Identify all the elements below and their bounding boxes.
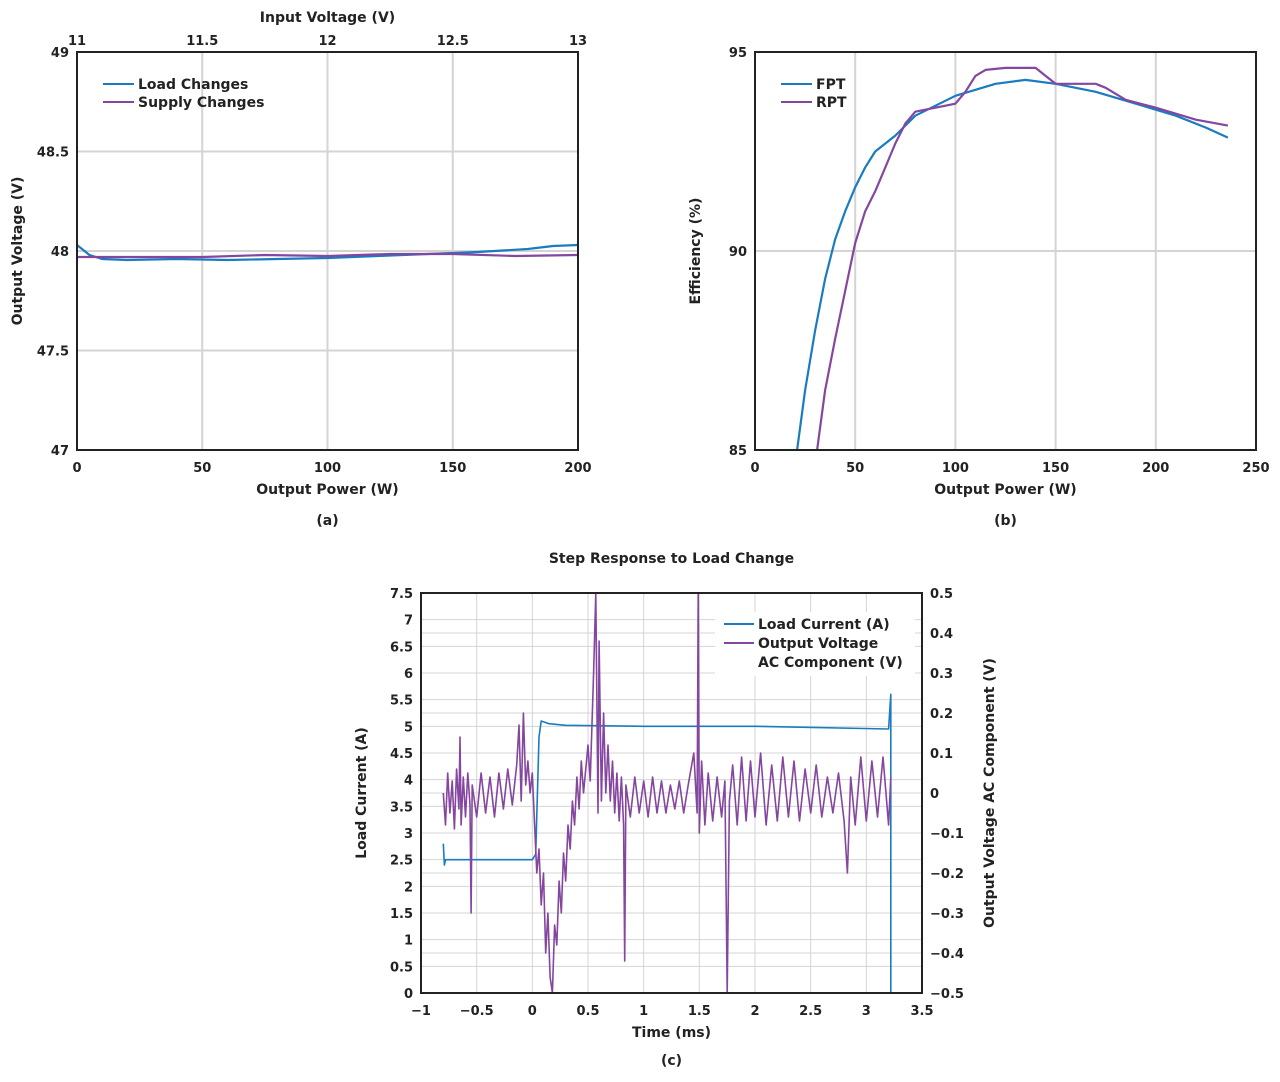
y-tick-label: 4.5 [390,747,413,762]
legend-label: RPT [816,95,847,111]
x2-tick-label: 12.5 [437,34,469,49]
legend: Load Current (A) Output Voltage AC Compone… [715,612,915,676]
x-tick-label: 50 [193,461,211,476]
x-tick-label: 0 [750,461,759,476]
x-tick-label: 200 [564,461,591,476]
x2-tick-label: 12 [318,34,336,49]
y2-tick-label: 0.4 [930,627,953,642]
y-tick-label: 7 [404,614,413,629]
x-axis-label: Output Power (W) [934,482,1076,498]
x-tick-label: 100 [942,461,969,476]
y-axis-label: Efficiency (%) [688,198,704,305]
x-tick-label: −1 [411,1004,431,1019]
series-line-load-current-a- [442,693,892,993]
y2-tick-label: −0.3 [930,907,964,922]
x2-tick-label: 11.5 [186,34,218,49]
y-tick-label: 4 [404,774,413,789]
x2-tick-label: 11 [68,34,86,49]
y-axis-label: Load Current (A) [354,727,370,859]
y2-tick-label: 0.2 [930,707,953,722]
y2-tick-label: 0.1 [930,747,953,762]
plot-frame [754,51,1257,451]
x-tick-label: 250 [1242,461,1269,476]
chart-caption: (a) [316,513,338,529]
legend-label: AC Component (V) [758,655,903,671]
y-tick-label: 2.5 [390,854,413,869]
y-tick-label: 2 [404,880,413,895]
legend: Load Changes Supply Changes [103,77,264,111]
y-tick-label: 6.5 [390,640,413,655]
y-tick-label: 7.5 [390,587,413,602]
y2-axis-label: Output Voltage AC Component (V) [982,658,998,928]
chart-b: 0 50 100 150 200 250 85 90 95 Output Power (W) Eff… [688,46,1270,529]
x2-axis-label: Input Voltage (V) [260,10,395,26]
x-tick-label: 0 [72,461,81,476]
series-line-supply-changes [77,252,579,259]
legend-label: Output Voltage [758,636,878,652]
x-tick-label: 2.5 [799,1004,822,1019]
x-tick-label: 1 [639,1004,648,1019]
y2-tick-label: −0.2 [930,867,964,882]
y-tick-label: 49 [51,46,69,61]
x-tick-label: 50 [846,461,864,476]
x-tick-label: 2 [750,1004,759,1019]
chart-title: Step Response to Load Change [549,551,794,567]
y2-tick-label: −0.4 [930,947,964,962]
x-tick-label: 150 [1042,461,1069,476]
legend-label: FPT [816,77,846,93]
legend-label: Load Current (A) [758,617,890,633]
x-tick-label: 150 [439,461,466,476]
x-tick-label: 1.5 [688,1004,711,1019]
x-tick-label: 0.5 [576,1004,599,1019]
legend: FPT RPT [781,77,847,111]
x-tick-label: 0 [528,1004,537,1019]
legend-label: Load Changes [138,77,248,93]
x-axis-label: Time (ms) [632,1025,711,1041]
y2-tick-label: −0.1 [930,827,964,842]
y-tick-label: 48 [51,245,69,260]
y2-tick-label: 0.3 [930,667,953,682]
y-tick-label: 47.5 [37,345,69,360]
y-tick-label: 1 [404,934,413,949]
x-tick-label: 100 [314,461,341,476]
series-line-load-changes [76,243,579,262]
x-tick-label: 3.5 [910,1004,933,1019]
y-axis-label: Output Voltage (V) [10,177,26,326]
y-tick-label: 3 [404,827,413,842]
y-tick-label: 95 [729,46,747,61]
chart-caption: (b) [994,513,1017,529]
y-tick-label: 85 [729,444,747,459]
chart-c: −1 −0.5 0 0.5 1 1.5 2 2.5 3 3.5 0 0.5 1 1.5 2 2.5 3 3.5 4 4… [354,551,998,1069]
y2-tick-label: −0.5 [930,987,964,1002]
plot-frame [76,51,579,451]
y-tick-label: 3.5 [390,800,413,815]
series-line-output-voltage-ac-component-v- [442,592,892,994]
x-tick-label: 200 [1142,461,1169,476]
y-tick-label: 48.5 [37,146,69,161]
y-tick-label: 6 [404,667,413,682]
y-tick-label: 90 [729,245,747,260]
x-tick-label: −0.5 [460,1004,494,1019]
y-tick-label: 5 [404,720,413,735]
y-tick-label: 0.5 [390,960,413,975]
y2-tick-label: 0 [930,787,939,802]
y-tick-label: 0 [404,987,413,1002]
series-line-rpt [816,66,1229,451]
series-line-fpt [796,78,1229,451]
legend-label: Supply Changes [138,95,264,111]
x-tick-label: 3 [862,1004,871,1019]
y-tick-label: 1.5 [390,907,413,922]
y-tick-label: 5.5 [390,694,413,709]
plot-frame [420,592,923,994]
chart-caption: (c) [661,1053,682,1069]
y-tick-label: 47 [51,444,69,459]
y2-tick-label: 0.5 [930,587,953,602]
x-axis-label: Output Power (W) [256,482,398,498]
x2-tick-label: 13 [569,34,587,49]
